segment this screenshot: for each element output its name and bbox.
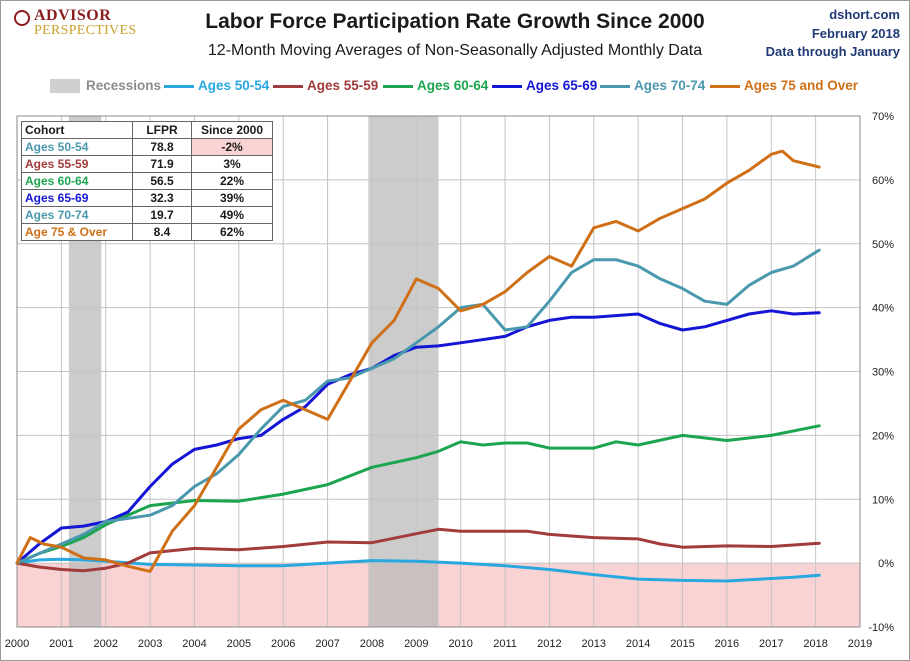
since-cell: -2% bbox=[191, 138, 273, 156]
x-tick-label: 2017 bbox=[759, 638, 783, 650]
y-tick-label: 40% bbox=[872, 303, 894, 315]
cohort-cell: Ages 65-69 bbox=[21, 189, 133, 207]
y-tick-label: 0% bbox=[878, 558, 894, 570]
legend-swatch bbox=[383, 85, 413, 88]
x-tick-label: 2002 bbox=[93, 638, 117, 650]
source-note: Data through January bbox=[765, 44, 900, 59]
since-cell: 3% bbox=[191, 155, 273, 173]
y-tick-label: 50% bbox=[872, 239, 894, 251]
table-row: Ages 55-59 71.9 3% bbox=[21, 155, 273, 173]
table-row: Age 75 & Over 8.4 62% bbox=[21, 223, 273, 241]
x-tick-label: 2013 bbox=[582, 638, 606, 650]
since-cell: 62% bbox=[191, 223, 273, 241]
header-cohort: Cohort bbox=[21, 121, 133, 139]
y-tick-label: 60% bbox=[872, 175, 894, 187]
legend-swatch bbox=[600, 85, 630, 88]
x-tick-label: 2011 bbox=[493, 638, 517, 650]
source-date: February 2018 bbox=[811, 26, 900, 41]
lfpr-cell: 78.8 bbox=[132, 138, 192, 156]
chart-subtitle: 12-Month Moving Averages of Non-Seasonal… bbox=[207, 42, 703, 59]
legend-label: Ages 75 and Over bbox=[744, 78, 859, 93]
y-tick-label: -10% bbox=[868, 622, 894, 634]
table-row: Ages 65-69 32.3 39% bbox=[21, 189, 273, 207]
y-tick-label: 20% bbox=[872, 430, 894, 442]
x-tick-label: 2007 bbox=[315, 638, 339, 650]
table-row: Ages 50-54 78.8 -2% bbox=[21, 138, 273, 156]
x-tick-label: 2009 bbox=[404, 638, 428, 650]
x-tick-label: 2000 bbox=[5, 638, 29, 650]
x-tick-label: 2001 bbox=[49, 638, 73, 650]
header-since-2000: Since 2000 bbox=[191, 121, 273, 139]
cohort-cell: Age 75 & Over bbox=[21, 223, 133, 241]
legend-label: Ages 65-69 bbox=[526, 78, 598, 93]
chart-title: Labor Force Participation Rate Growth Si… bbox=[205, 10, 705, 33]
legend-swatch bbox=[273, 85, 303, 88]
legend-label: Ages 60-64 bbox=[417, 78, 489, 93]
series-line-ages-70-74 bbox=[15, 248, 821, 565]
x-tick-label: 2012 bbox=[537, 638, 561, 650]
lfpr-cell: 19.7 bbox=[132, 206, 192, 224]
lfpr-cell: 8.4 bbox=[132, 223, 192, 241]
series-line-ages-65-69 bbox=[15, 309, 821, 565]
x-tick-label: 2008 bbox=[360, 638, 384, 650]
legend-label: Ages 55-59 bbox=[307, 78, 379, 93]
chart-legend: Recessions Ages 50-54 Ages 55-59 Ages 60… bbox=[50, 77, 870, 95]
y-tick-label: 30% bbox=[872, 367, 894, 379]
legend-swatch bbox=[492, 85, 522, 88]
cohort-cell: Ages 55-59 bbox=[21, 155, 133, 173]
y-tick-label: 70% bbox=[872, 111, 894, 123]
series-line-ages-50-54 bbox=[15, 557, 821, 583]
series-line-ages-55-59 bbox=[15, 527, 821, 573]
series-line-ages-60-64 bbox=[15, 424, 821, 565]
logo-mark-icon bbox=[14, 10, 30, 26]
header-lfpr: LFPR bbox=[132, 121, 192, 139]
plot-border bbox=[16, 115, 861, 628]
x-tick-label: 2014 bbox=[626, 638, 650, 650]
legend-label: Recessions bbox=[86, 78, 162, 93]
x-tick-label: 2004 bbox=[182, 638, 206, 650]
legend-label: Ages 70-74 bbox=[634, 78, 706, 93]
x-tick-label: 2015 bbox=[670, 638, 694, 650]
x-tick-label: 2019 bbox=[848, 638, 872, 650]
lfpr-cell: 71.9 bbox=[132, 155, 192, 173]
since-cell: 22% bbox=[191, 172, 273, 190]
cohort-cell: Ages 60-64 bbox=[21, 172, 133, 190]
lfpr-cell: 32.3 bbox=[132, 189, 192, 207]
since-cell: 49% bbox=[191, 206, 273, 224]
table-header-row: Cohort LFPR Since 2000 bbox=[21, 121, 273, 139]
x-tick-label: 2005 bbox=[227, 638, 251, 650]
legend-swatch bbox=[710, 85, 740, 88]
lfpr-cell: 56.5 bbox=[132, 172, 192, 190]
x-tick-label: 2016 bbox=[715, 638, 739, 650]
legend-swatch bbox=[164, 85, 194, 88]
since-cell: 39% bbox=[191, 189, 273, 207]
table-row: Ages 60-64 56.5 22% bbox=[21, 172, 273, 190]
x-tick-label: 2010 bbox=[448, 638, 472, 650]
cohort-table: Cohort LFPR Since 2000 Ages 50-54 78.8 -… bbox=[21, 121, 273, 241]
x-tick-label: 2018 bbox=[803, 638, 827, 650]
x-tick-label: 2006 bbox=[271, 638, 295, 650]
advisor-perspectives-logo: ADVISOR PERSPECTIVES bbox=[14, 8, 136, 38]
cohort-cell: Ages 70-74 bbox=[21, 206, 133, 224]
y-tick-label: 10% bbox=[872, 494, 894, 506]
x-tick-label: 2003 bbox=[138, 638, 162, 650]
legend-swatch-recessions bbox=[50, 79, 80, 93]
source-site: dshort.com bbox=[829, 7, 900, 22]
legend-label: Ages 50-54 bbox=[198, 78, 270, 93]
logo-line2: PERSPECTIVES bbox=[34, 23, 137, 38]
logo-line1: ADVISOR bbox=[34, 7, 112, 24]
table-row: Ages 70-74 19.7 49% bbox=[21, 206, 273, 224]
series-line-ages-75-and-over bbox=[15, 149, 821, 573]
cohort-cell: Ages 50-54 bbox=[21, 138, 133, 156]
